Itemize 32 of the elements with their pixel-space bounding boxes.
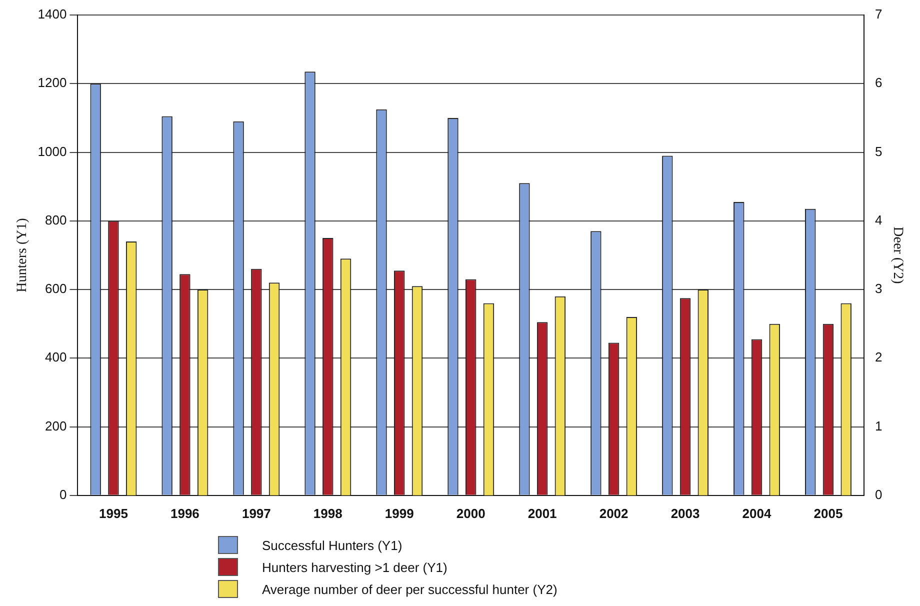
- legend-label: Hunters harvesting >1 deer (Y1): [262, 560, 448, 574]
- x-tick-label: 1997: [242, 506, 271, 521]
- legend-label: Successful Hunters (Y1): [262, 538, 402, 552]
- y2-tick-label: 5: [874, 144, 882, 159]
- y2-tick-label: 0: [874, 486, 882, 502]
- x-tick-label: 1999: [384, 506, 414, 521]
- y-tick-label: 600: [45, 281, 67, 296]
- y-tick-label: 1400: [38, 6, 67, 22]
- legend-label: Average number of deer per successful hunter (Y2): [262, 582, 558, 596]
- x-tick-label: 2000: [456, 506, 486, 521]
- y2-axis-title: Deer (Y2): [890, 226, 905, 284]
- x-tick-label: 2002: [599, 506, 628, 521]
- x-tick-label: 1995: [99, 506, 128, 521]
- y-tick-label: 800: [45, 212, 67, 228]
- x-tick-label: 1996: [170, 506, 200, 521]
- y-tick-label: 200: [45, 418, 67, 434]
- y-tick-label: 400: [45, 350, 67, 365]
- y2-tick-label: 7: [874, 6, 882, 22]
- y2-tick-label: 2: [874, 350, 882, 365]
- y2-tick-label: 3: [874, 281, 882, 296]
- x-tick-label: 2001: [528, 506, 557, 521]
- x-tick-label: 2004: [742, 506, 772, 521]
- y-tick-label: 0: [59, 486, 67, 502]
- y-tick-label: 1000: [38, 144, 67, 159]
- x-tick-label: 1998: [313, 506, 342, 521]
- y-tick-label: 1200: [38, 75, 67, 90]
- y2-tick-label: 4: [874, 212, 882, 228]
- y2-tick-label: 6: [874, 75, 882, 90]
- x-tick-label: 2003: [670, 506, 700, 521]
- y2-tick-label: 1: [874, 418, 882, 434]
- x-tick-label: 2005: [814, 506, 843, 521]
- y-axis-title: Hunters (Y1): [15, 218, 30, 292]
